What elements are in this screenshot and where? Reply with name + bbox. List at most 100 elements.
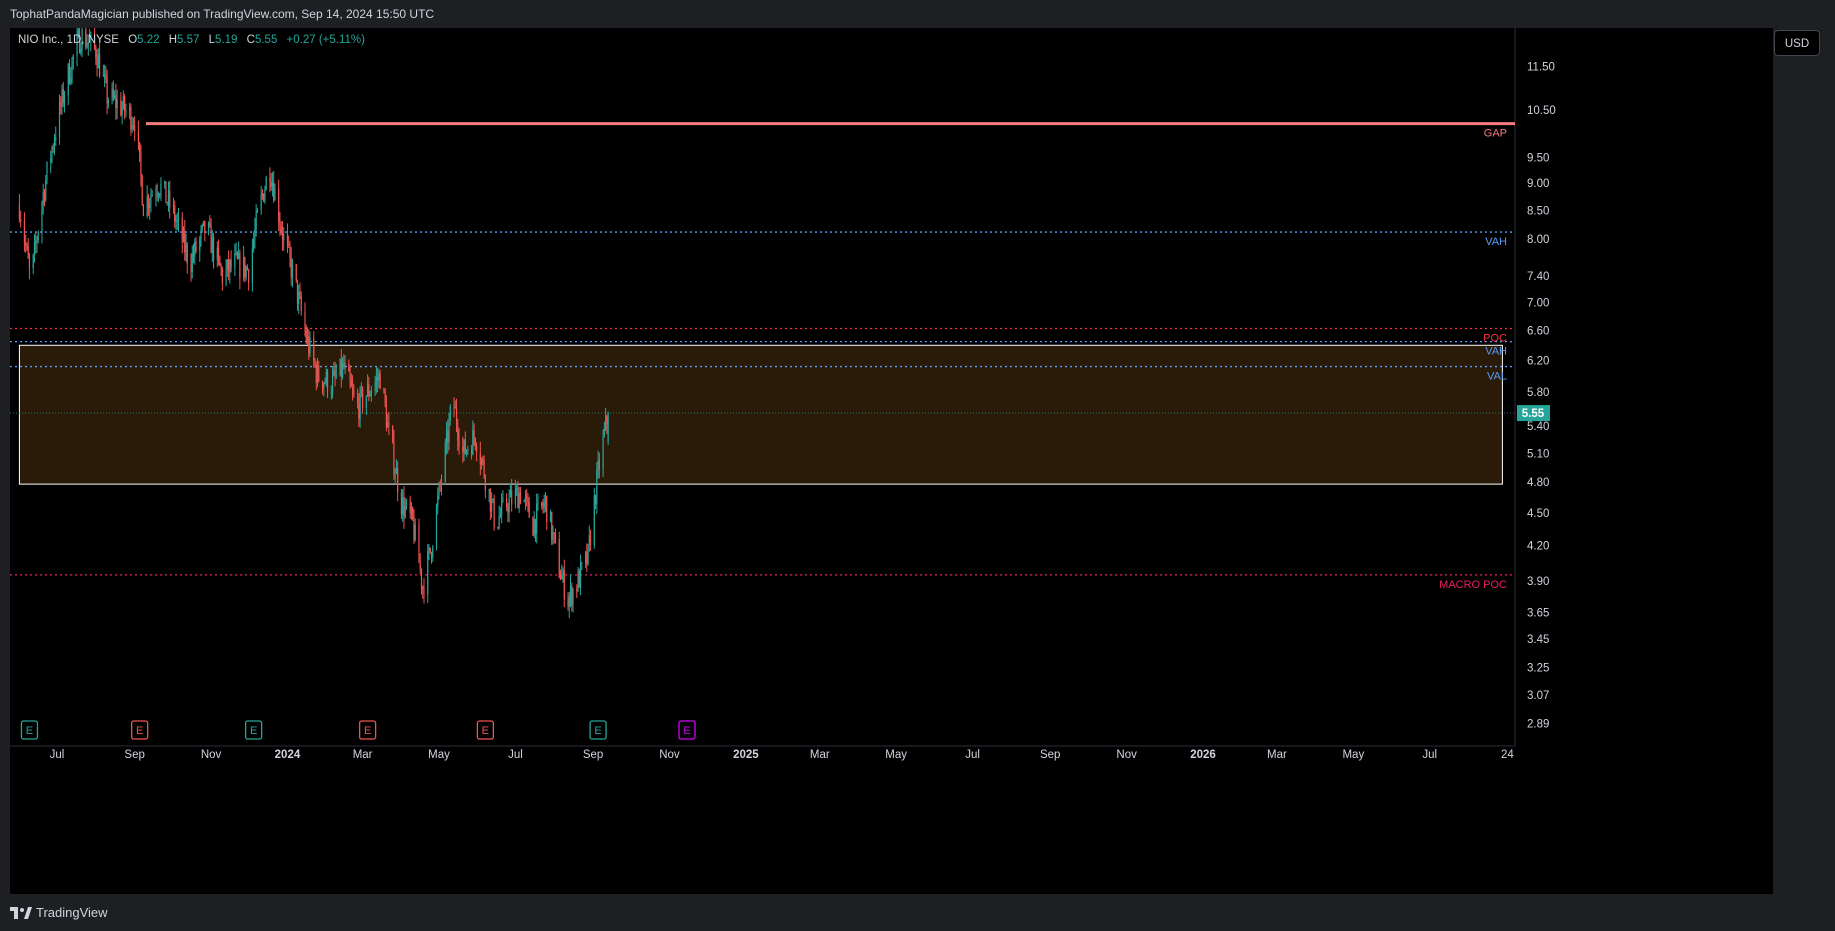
candle-body [288, 243, 290, 245]
price-tick: 4.50 [1527, 508, 1549, 520]
candle-body [256, 209, 258, 213]
candle-body [316, 365, 319, 383]
price-scale[interactable] [1515, 28, 1773, 894]
candle-body [239, 252, 241, 279]
candle-body [46, 162, 48, 180]
chart-area[interactable]: GAP VAH POC VAH VAL MACRO POC E E E E E E E 11.50 10.5… [10, 28, 1773, 894]
low-value: 5.19 [215, 34, 238, 46]
candle-body [121, 107, 123, 116]
candle-body [387, 422, 389, 428]
candle-body [526, 496, 528, 498]
candle-body [552, 532, 554, 540]
candle-body [102, 75, 104, 77]
candle-body [348, 363, 350, 372]
candle-body [419, 562, 421, 570]
candle-body [527, 497, 529, 502]
candle-body [350, 381, 352, 387]
earnings-marker-down[interactable] [358, 720, 377, 740]
candle-body [472, 430, 474, 455]
candle-body [295, 264, 297, 280]
candle-body [25, 242, 27, 246]
candle-body [304, 311, 306, 331]
candle-body [115, 95, 117, 108]
candle-body [150, 196, 152, 203]
candle-body [349, 371, 351, 382]
candle-body [543, 501, 545, 508]
candle-body [438, 483, 440, 497]
candle-body [579, 563, 582, 588]
earnings-marker-up[interactable] [589, 720, 607, 740]
candle-body [405, 500, 408, 506]
candle-body [309, 337, 311, 354]
candle-body [465, 450, 468, 454]
earnings-marker-future[interactable] [678, 720, 696, 740]
candle-body [501, 501, 503, 515]
candle-body [280, 226, 282, 232]
candle-body [430, 552, 433, 558]
time-tick: Mar [1267, 749, 1287, 761]
price-tick: 9.00 [1527, 178, 1549, 190]
candle-body [584, 552, 587, 563]
candle-body [429, 547, 431, 553]
candle-body [52, 147, 54, 149]
tradingview-brand[interactable]: TradingView [10, 905, 108, 920]
earnings-marker-up[interactable] [20, 720, 39, 740]
price-chart[interactable]: GAP VAH POC VAH VAL MACRO POC E E E E E E E 11.50 10.5… [10, 28, 1773, 894]
candle-body [524, 496, 527, 501]
published-text: TophatPandaMagician published on Trading… [10, 7, 435, 21]
candle-body [226, 259, 228, 269]
candle-body [334, 370, 336, 376]
candle-body [577, 571, 579, 591]
last-candle-body[interactable] [607, 413, 609, 443]
candle-body [576, 589, 578, 591]
price-tick: 4.80 [1527, 477, 1549, 489]
candle-body [132, 125, 135, 127]
candle-body [209, 223, 211, 226]
candle-body [536, 503, 538, 534]
candle-body [323, 383, 325, 389]
candle-body [508, 497, 510, 513]
earnings-marker-label: E [250, 725, 257, 737]
earnings-marker-down[interactable] [131, 720, 149, 740]
time-tick: Jul [50, 749, 65, 761]
price-tick: 6.60 [1527, 326, 1549, 338]
candle-body [149, 202, 151, 208]
level-label-poc: POC [1483, 332, 1507, 344]
candle-body [551, 511, 553, 540]
candle-body [219, 256, 221, 266]
close-label: C [246, 34, 255, 46]
candle-body [412, 507, 414, 519]
candle-body [353, 390, 355, 396]
earnings-marker-label: E [683, 725, 690, 737]
candle-body [340, 358, 342, 377]
candle-body [243, 257, 245, 279]
candle-body [71, 58, 73, 79]
candle-body [427, 551, 429, 595]
candle-body [502, 498, 504, 502]
candle-body [368, 384, 370, 397]
candle-body [484, 476, 486, 491]
candle-body [344, 363, 346, 368]
candle-body [440, 480, 443, 485]
candle-body [489, 489, 491, 512]
candle-body [445, 430, 448, 444]
price-tick: 7.40 [1527, 271, 1549, 283]
candle-body [511, 490, 513, 504]
candle-body [602, 435, 604, 470]
time-tick: Sep [124, 749, 144, 761]
candle-body [263, 193, 265, 202]
candle-body [586, 552, 588, 564]
candle-body [385, 404, 388, 428]
candle-body [447, 430, 449, 443]
currency-button[interactable]: USD [1774, 30, 1820, 56]
price-tick: 9.50 [1527, 152, 1549, 164]
earnings-marker-down[interactable] [476, 720, 495, 740]
time-tick: Jul [508, 749, 523, 761]
candle-body [190, 263, 192, 273]
candle-body [414, 524, 416, 541]
earnings-marker-up[interactable] [244, 720, 263, 740]
candle-body [131, 125, 133, 130]
value-area-zone[interactable] [18, 344, 1503, 485]
candle-body [27, 246, 29, 259]
candle-body [509, 490, 512, 498]
